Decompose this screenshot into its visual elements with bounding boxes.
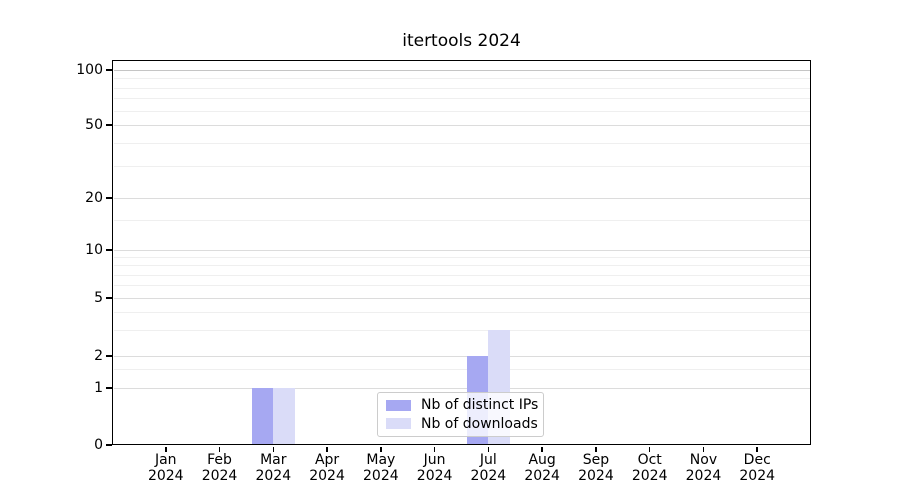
- y-tick-mark: [105, 69, 112, 71]
- x-tick-label: Jun 2024: [395, 452, 475, 484]
- y-tick-mark: [105, 124, 112, 126]
- y-major-gridline: [113, 70, 810, 72]
- y-tick-mark: [105, 444, 112, 446]
- x-tick-year: 2024: [739, 468, 776, 484]
- x-tick-label: Jan 2024: [126, 452, 206, 484]
- x-tick-year: 2024: [147, 468, 184, 484]
- y-major-gridline: [113, 198, 810, 199]
- legend-item-downloads: Nb of downloads: [386, 415, 538, 432]
- x-tick-month: Mar: [260, 452, 287, 468]
- legend-swatch-downloads: [386, 418, 411, 430]
- y-minor-gridline: [113, 142, 810, 144]
- y-tick-label: 1: [94, 380, 103, 396]
- x-tick-label: Apr 2024: [287, 452, 367, 484]
- bar-mar-distinct-ips: [251, 388, 274, 444]
- x-tick-mark: [648, 446, 651, 452]
- y-minor-gridline: [113, 87, 810, 89]
- x-tick-label: Dec 2024: [717, 452, 797, 484]
- y-tick-mark: [105, 297, 112, 299]
- y-tick-label: 100: [76, 62, 103, 78]
- x-tick-mark: [702, 446, 705, 452]
- x-tick-year: 2024: [363, 468, 399, 484]
- x-tick-label: Aug 2024: [502, 452, 582, 484]
- y-major-gridline: [113, 250, 810, 251]
- x-tick-mark: [487, 446, 490, 452]
- x-tick-month: Dec: [743, 452, 771, 468]
- x-tick-mark: [756, 446, 758, 452]
- y-minor-gridline: [113, 285, 810, 287]
- legend-item-distinct-ips: Nb of distinct IPs: [386, 397, 539, 414]
- y-minor-gridline: [113, 265, 810, 267]
- x-tick-month: Feb: [207, 452, 232, 468]
- y-tick-mark: [105, 249, 112, 251]
- bar-mar-downloads: [273, 388, 295, 444]
- x-tick-mark: [541, 446, 543, 452]
- y-minor-gridline: [113, 165, 810, 167]
- x-tick-month: Nov: [689, 452, 718, 468]
- x-tick-label: Jul 2024: [448, 452, 528, 484]
- x-tick-year: 2024: [685, 468, 722, 484]
- x-tick-label: Nov 2024: [663, 452, 743, 484]
- y-tick-label: 10: [85, 242, 103, 258]
- x-tick-label: Feb 2024: [180, 452, 260, 484]
- y-tick-label: 20: [85, 190, 103, 206]
- x-tick-label: May 2024: [341, 452, 421, 484]
- y-tick-mark: [105, 197, 112, 199]
- x-tick-mark: [595, 446, 597, 452]
- x-tick-label: Oct 2024: [610, 452, 690, 484]
- x-tick-mark: [272, 446, 275, 452]
- x-tick-mark: [218, 446, 221, 452]
- y-tick-label: 2: [94, 348, 103, 364]
- x-tick-mark: [165, 446, 167, 452]
- y-minor-gridline: [113, 274, 810, 276]
- x-tick-mark: [433, 446, 436, 452]
- x-tick-year: 2024: [309, 468, 345, 484]
- x-tick-month: May: [366, 452, 396, 468]
- y-minor-gridline: [113, 257, 810, 259]
- x-tick-month: Aug: [528, 452, 556, 468]
- y-tick-mark: [105, 355, 112, 357]
- y-tick-mark: [105, 387, 112, 389]
- x-tick-month: Jun: [423, 452, 446, 468]
- y-major-gridline: [113, 125, 810, 126]
- x-tick-year: 2024: [470, 468, 507, 484]
- y-major-gridline: [113, 298, 810, 299]
- y-major-gridline: [113, 356, 810, 357]
- y-minor-gridline: [113, 78, 810, 80]
- y-minor-gridline: [113, 110, 810, 112]
- x-tick-year: 2024: [524, 468, 560, 484]
- y-tick-label: 5: [94, 290, 103, 306]
- x-tick-mark: [380, 446, 382, 452]
- legend-swatch-distinct-ips: [386, 399, 411, 411]
- x-tick-mark: [326, 446, 328, 452]
- x-tick-month: Jul: [479, 452, 497, 468]
- x-tick-year: 2024: [255, 468, 292, 484]
- x-tick-month: Jan: [154, 452, 177, 468]
- legend-label-downloads: Nb of downloads: [421, 415, 538, 432]
- legend-label-distinct-ips: Nb of distinct IPs: [421, 397, 539, 414]
- plot-area: [112, 60, 811, 445]
- y-minor-gridline: [113, 98, 810, 100]
- y-tick-label: 50: [85, 117, 103, 133]
- y-minor-gridline: [113, 219, 810, 221]
- y-minor-gridline: [113, 330, 810, 332]
- y-minor-gridline: [113, 369, 810, 371]
- x-tick-month: Sep: [582, 452, 610, 468]
- legend: Nb of distinct IPs Nb of downloads: [377, 392, 544, 437]
- x-tick-month: Apr: [314, 452, 340, 468]
- x-tick-month: Oct: [637, 452, 662, 468]
- x-tick-year: 2024: [631, 468, 668, 484]
- x-tick-year: 2024: [578, 468, 614, 484]
- x-tick-label: Mar 2024: [233, 452, 313, 484]
- x-tick-year: 2024: [201, 468, 238, 484]
- x-tick-label: Sep 2024: [556, 452, 636, 484]
- x-tick-year: 2024: [416, 468, 453, 484]
- chart-title: itertools 2024: [402, 31, 521, 51]
- y-major-gridline: [113, 388, 810, 389]
- y-tick-label: 0: [94, 437, 103, 453]
- y-minor-gridline: [113, 312, 810, 314]
